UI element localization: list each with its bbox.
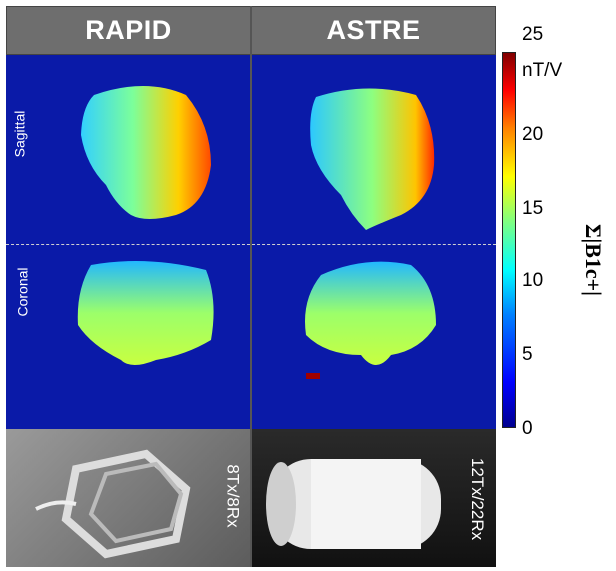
colorbar <box>502 52 516 428</box>
colorbar-unit: nT/V <box>522 60 563 81</box>
rapid-coronal-brain <box>77 261 214 365</box>
header-rapid-label: RAPID <box>85 15 172 45</box>
rapid-config-label: 8Tx/8Rx <box>223 464 243 528</box>
tick-20: 20 <box>522 124 544 145</box>
figure-grid: RAPID ASTRE <box>6 6 496 567</box>
astre-sagittal-brain <box>310 88 435 230</box>
b1-map-svg <box>77 86 436 379</box>
astre-coil-drawing <box>266 459 441 549</box>
header-astre: ASTRE <box>251 6 496 55</box>
astre-coil-photo <box>251 429 496 567</box>
header-rapid: RAPID <box>6 6 251 55</box>
tick-5: 5 <box>522 344 533 365</box>
tick-15: 15 <box>522 198 544 219</box>
tick-10: 10 <box>522 270 544 291</box>
rapid-coil-photo <box>6 429 251 567</box>
row-label-coronal: Coronal <box>14 267 31 317</box>
colorbar-symbol: Σ|B1c+| <box>556 195 616 325</box>
tick-0: 0 <box>522 418 533 439</box>
colorbar-symbol-svg: Σ|B1c+| <box>581 224 606 296</box>
astre-coronal-brain <box>305 261 436 365</box>
column-divider <box>250 6 252 567</box>
symbol-text: Σ|B1c+| <box>581 224 606 296</box>
row-label-sagittal: Sagittal <box>11 110 28 158</box>
astre-config-label: 12Tx/22Rx <box>468 457 488 541</box>
rapid-sagittal-brain <box>81 86 211 219</box>
tick-25: 25 <box>522 24 544 45</box>
rapid-coil-drawing <box>35 449 191 559</box>
header-astre-label: ASTRE <box>326 15 421 45</box>
astre-hotspot <box>306 373 320 379</box>
